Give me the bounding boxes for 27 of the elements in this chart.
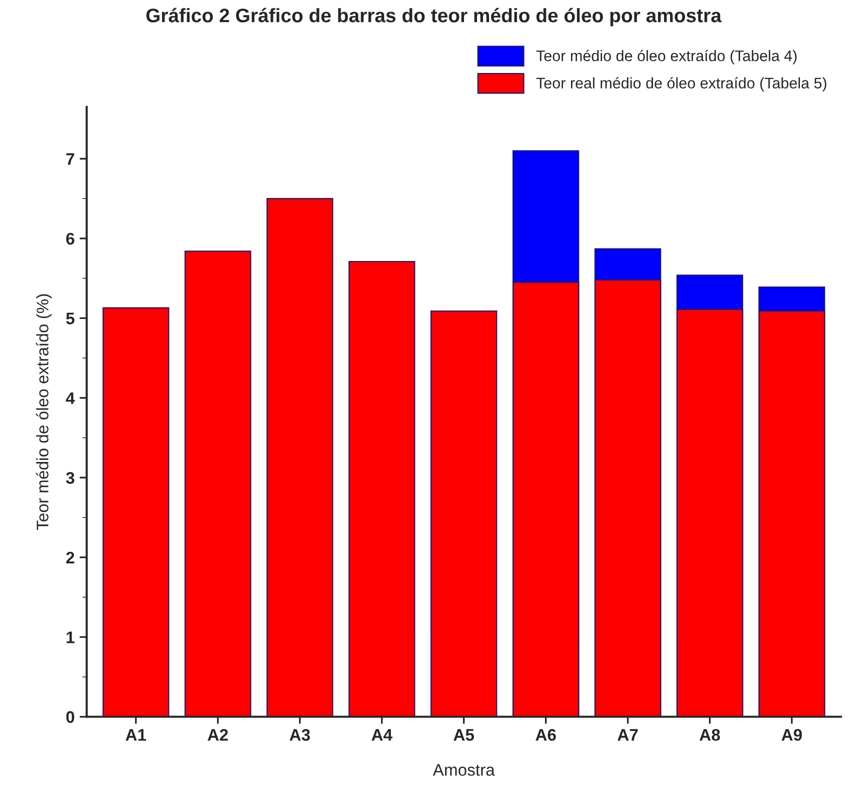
legend-label: Teor real médio de óleo extraído (Tabela 5) <box>536 77 826 92</box>
x-axis-title: Amostra <box>432 764 495 776</box>
bar <box>348 261 416 717</box>
x-tick-label: A8 <box>700 729 720 741</box>
x-tick-label: A1 <box>126 729 146 741</box>
x-tick-label: A5 <box>454 729 474 741</box>
y-tick-label: 1 <box>66 632 74 644</box>
x-tick-label: A3 <box>290 729 310 741</box>
chart-title: Gráfico 2 Gráfico de barras do teor médio de óleo por amostra <box>146 8 722 26</box>
legend-label: Teor médio de óleo extraído (Tabela 4) <box>536 50 797 64</box>
bar <box>102 307 170 717</box>
y-tick-label: 3 <box>66 472 74 484</box>
y-tick-label: 6 <box>66 232 74 245</box>
y-axis-title: Teor médio de óleo extraído (%) <box>36 294 52 530</box>
bar <box>266 198 334 717</box>
y-tick-label: 5 <box>66 312 74 324</box>
x-tick-label: A7 <box>618 729 638 741</box>
y-tick-label: 7 <box>66 153 74 165</box>
bar <box>430 310 498 717</box>
y-tick-label: 2 <box>66 552 74 564</box>
x-tick-label: A4 <box>372 729 392 741</box>
x-tick-label: A6 <box>536 729 556 741</box>
y-tick-label: 4 <box>66 392 75 404</box>
y-tick-label: 0 <box>66 711 74 723</box>
x-tick-label: A2 <box>208 729 228 741</box>
bar <box>184 250 252 717</box>
x-tick-label: A9 <box>782 729 802 741</box>
